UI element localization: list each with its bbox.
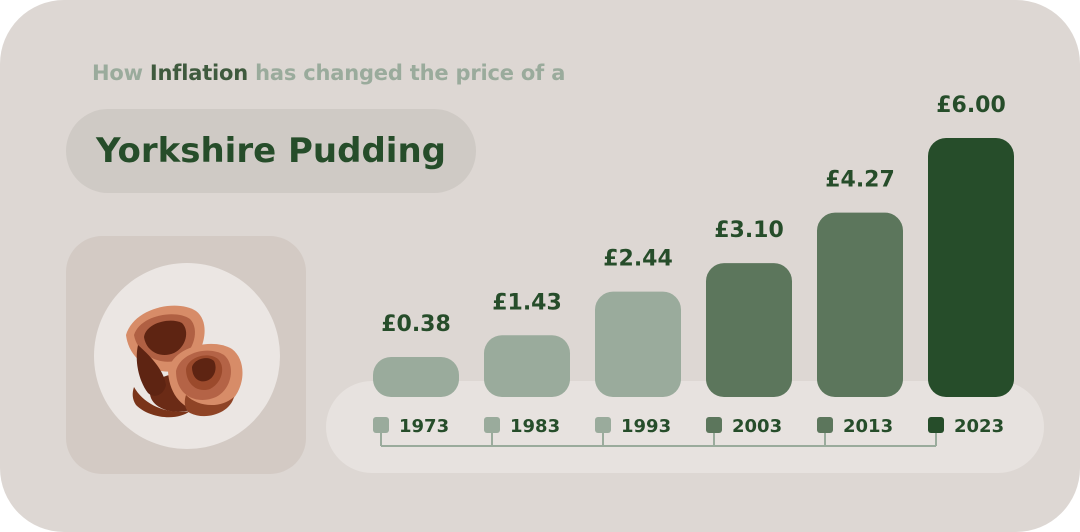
- subtitle: How Inflation has changed the price of a: [92, 61, 565, 85]
- title-pill: Yorkshire Pudding: [66, 109, 476, 193]
- bar-2023: [928, 138, 1014, 397]
- bar-value-1983: £1.43: [492, 290, 562, 315]
- bar-1973: [373, 357, 459, 397]
- bar-value-2023: £6.00: [936, 93, 1006, 118]
- subtitle-highlight: Inflation: [149, 61, 249, 85]
- bar-1993: [595, 291, 681, 397]
- bar-value-2013: £4.27: [825, 168, 895, 193]
- page-title: Yorkshire Pudding: [96, 131, 446, 171]
- bar-1983: [484, 335, 570, 397]
- year-marker-1993: [595, 417, 611, 433]
- year-label-1993: 1993: [621, 416, 671, 437]
- year-marker-2013: [817, 417, 833, 433]
- plate: [94, 263, 280, 449]
- bar-value-2003: £3.10: [714, 218, 784, 243]
- year-label-2003: 2003: [732, 416, 782, 437]
- year-marker-2003: [706, 417, 722, 433]
- bar-value-1973: £0.38: [381, 312, 451, 337]
- year-label-2013: 2013: [843, 416, 893, 437]
- bar-2013: [817, 212, 903, 397]
- bar-value-1993: £2.44: [603, 247, 673, 272]
- bar-2003: [706, 263, 792, 397]
- year-marker-1983: [484, 417, 500, 433]
- yorkshire-pudding-icon: [126, 305, 243, 418]
- subtitle-suffix: has changed the price of a: [248, 61, 566, 85]
- year-label-2023: 2023: [954, 416, 1004, 437]
- illustration-box: [66, 236, 306, 474]
- subtitle-prefix: How: [92, 61, 150, 85]
- year-label-1973: 1973: [399, 416, 449, 437]
- year-marker-1973: [373, 417, 389, 433]
- year-marker-2023: [928, 417, 944, 433]
- year-label-1983: 1983: [510, 416, 560, 437]
